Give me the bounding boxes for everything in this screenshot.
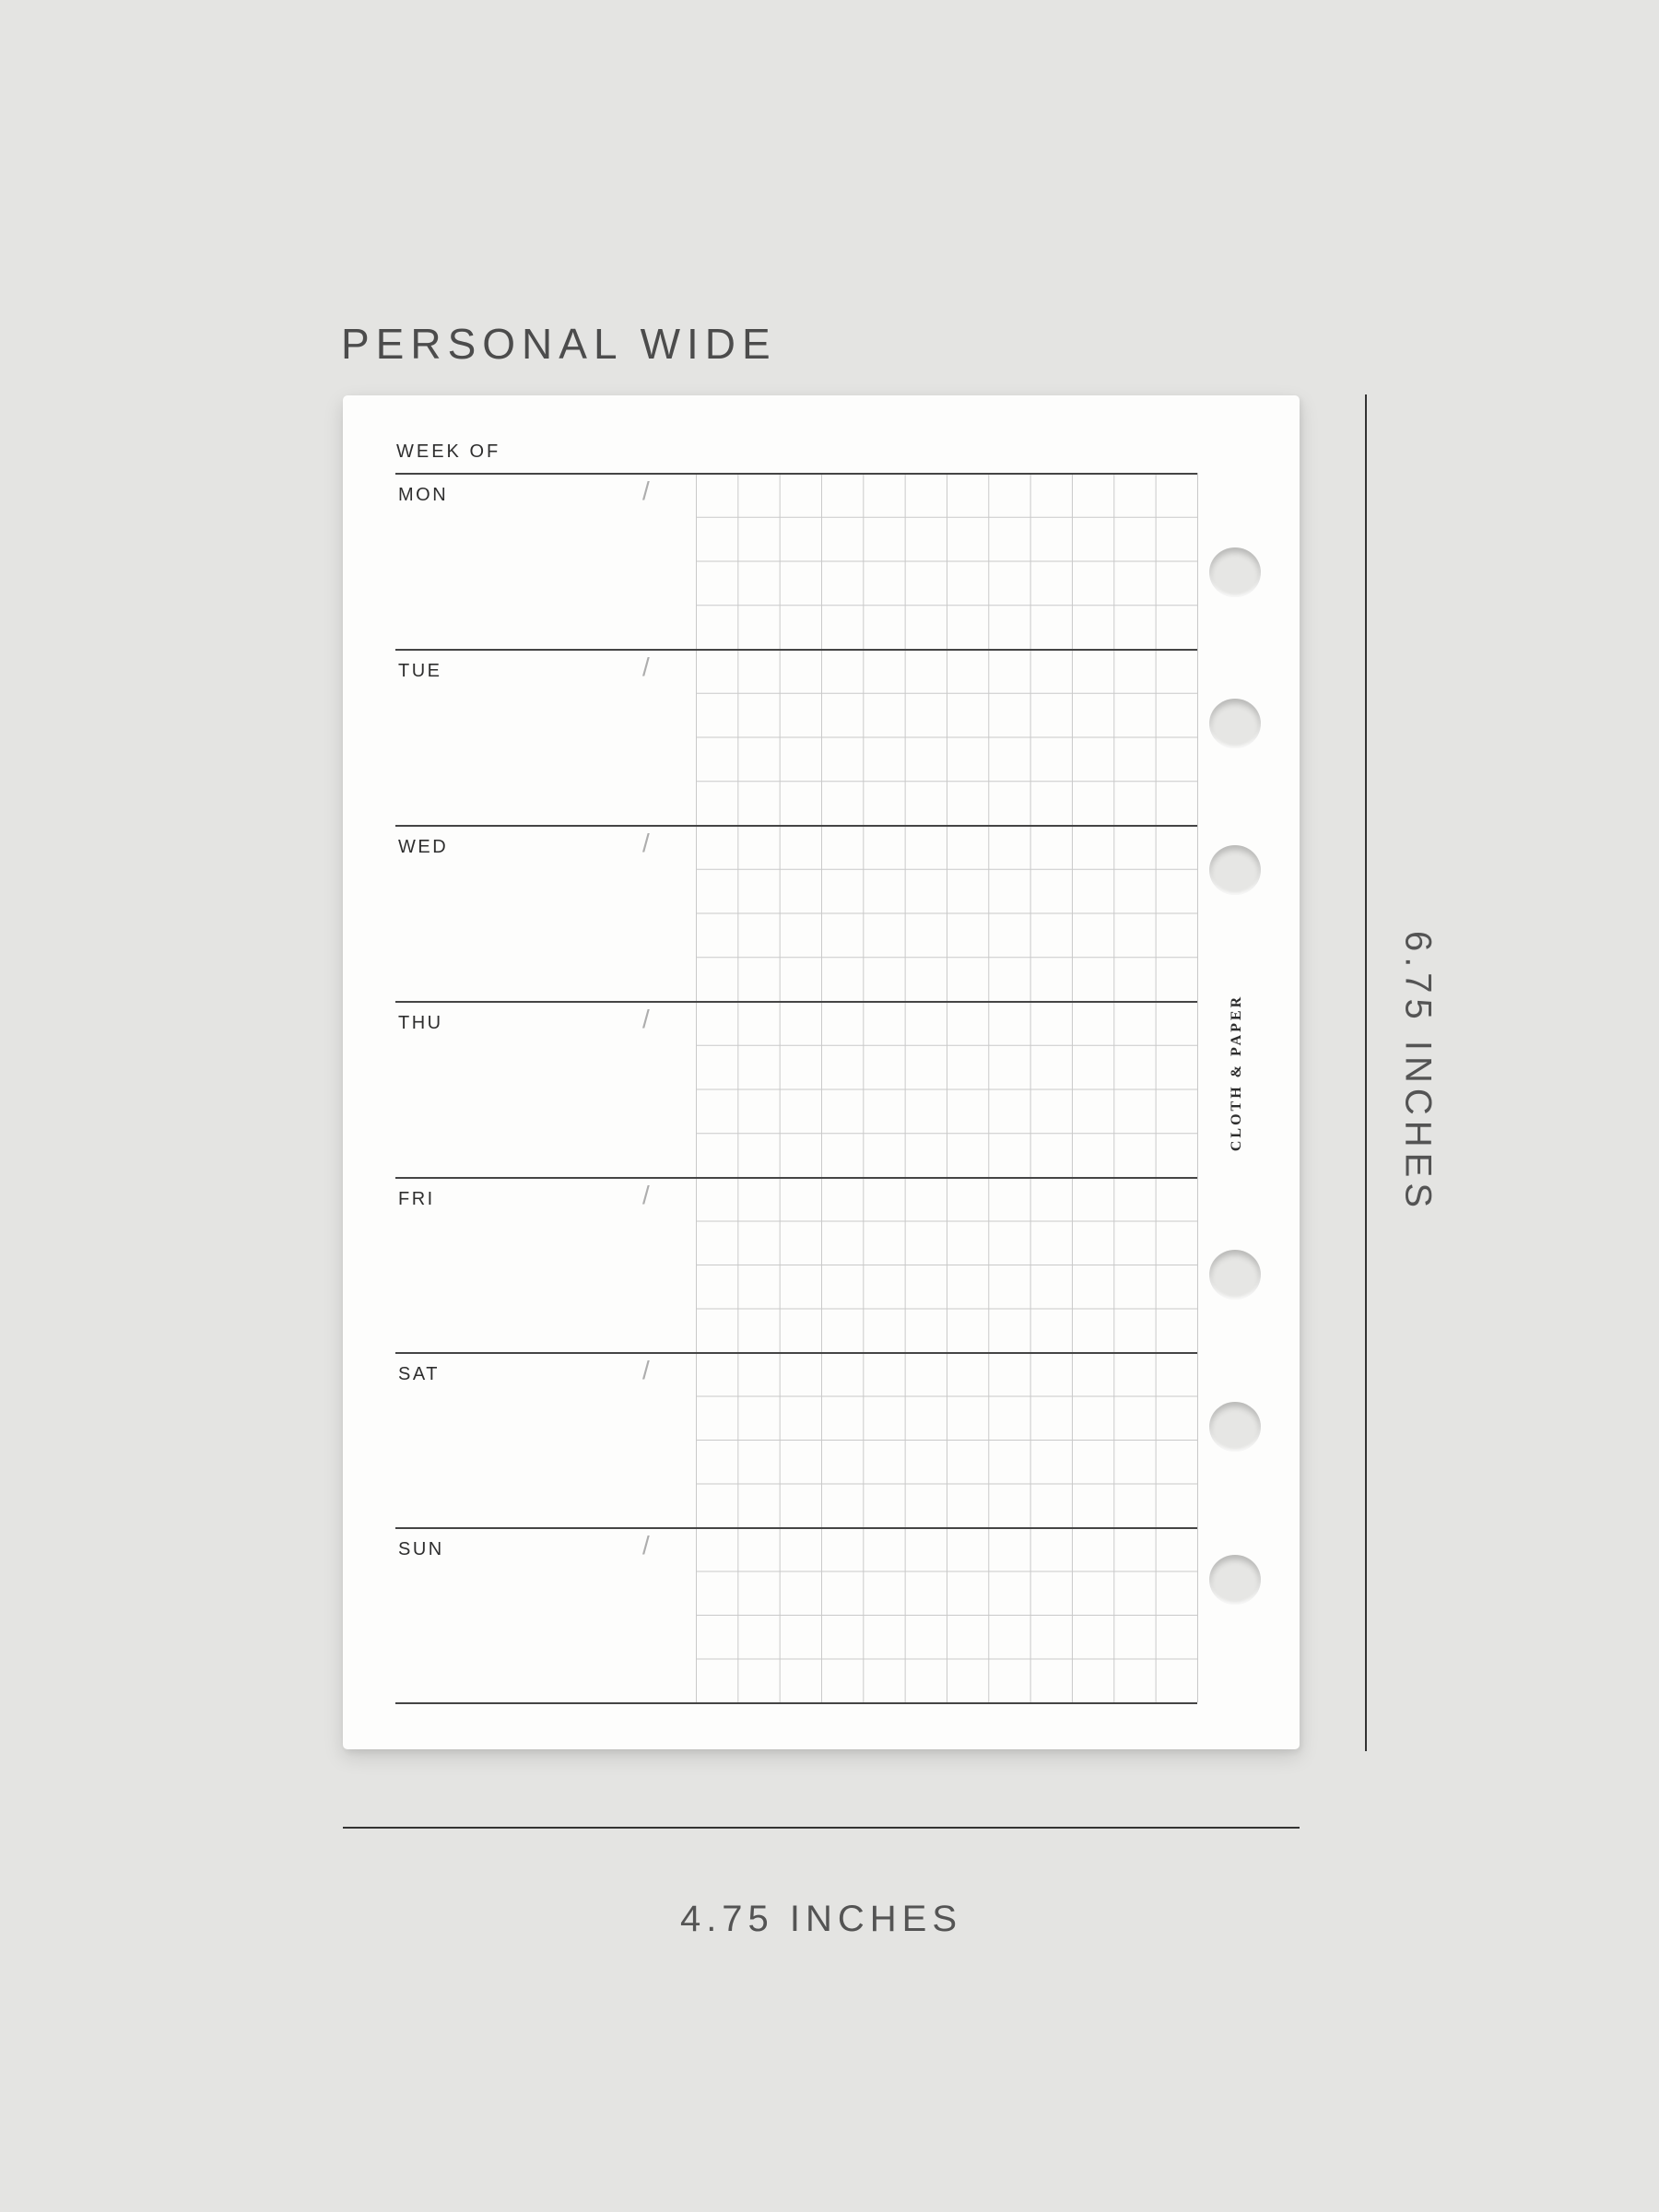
notes-grid bbox=[696, 1352, 1198, 1527]
day-label-sun: SUN bbox=[398, 1539, 444, 1559]
punch-hole bbox=[1209, 1402, 1261, 1452]
notes-grid bbox=[696, 825, 1198, 1001]
date-slash: / bbox=[642, 1005, 650, 1033]
punch-hole bbox=[1209, 1250, 1261, 1300]
day-divider bbox=[395, 825, 1197, 827]
page-title: PERSONAL WIDE bbox=[341, 320, 777, 368]
width-dimension-line bbox=[343, 1827, 1300, 1829]
date-slash: / bbox=[642, 477, 650, 505]
day-label-tue: TUE bbox=[398, 661, 442, 681]
date-slash: / bbox=[642, 1356, 650, 1384]
height-dimension-line bbox=[1365, 394, 1367, 1751]
day-block-fri: FRI / bbox=[395, 1177, 1198, 1352]
punch-hole bbox=[1209, 699, 1261, 748]
height-dimension-label: 6.75 INCHES bbox=[1397, 930, 1439, 1214]
day-divider bbox=[395, 1352, 1197, 1354]
day-block-sun: SUN / bbox=[395, 1527, 1198, 1702]
punch-hole bbox=[1209, 1555, 1261, 1605]
page-bottom-rule bbox=[395, 1702, 1197, 1704]
day-block-mon: MON / bbox=[395, 473, 1198, 649]
day-divider bbox=[395, 1177, 1197, 1179]
day-block-thu: THU / bbox=[395, 1001, 1198, 1177]
week-of-label: WEEK OF bbox=[396, 441, 501, 462]
planner-page: WEEK OF MON / TUE / WED / THU / FRI / SA… bbox=[343, 395, 1300, 1749]
notes-grid bbox=[696, 1527, 1198, 1702]
day-label-mon: MON bbox=[398, 485, 449, 505]
day-divider bbox=[395, 473, 1197, 475]
day-block-sat: SAT / bbox=[395, 1352, 1198, 1527]
day-label-thu: THU bbox=[398, 1013, 443, 1033]
day-label-wed: WED bbox=[398, 837, 449, 857]
day-label-sat: SAT bbox=[398, 1364, 440, 1384]
day-divider bbox=[395, 1527, 1197, 1529]
day-divider bbox=[395, 649, 1197, 651]
notes-grid bbox=[696, 1177, 1198, 1352]
day-divider bbox=[395, 1001, 1197, 1003]
punch-hole bbox=[1209, 547, 1261, 597]
day-block-wed: WED / bbox=[395, 825, 1198, 1001]
day-block-tue: TUE / bbox=[395, 649, 1198, 825]
punch-hole bbox=[1209, 845, 1261, 895]
brand-logotype: CLOTH & PAPER bbox=[1229, 994, 1244, 1152]
notes-grid bbox=[696, 1001, 1198, 1177]
notes-grid bbox=[696, 473, 1198, 649]
date-slash: / bbox=[642, 829, 650, 857]
day-label-fri: FRI bbox=[398, 1189, 435, 1209]
width-dimension-label: 4.75 INCHES bbox=[679, 1899, 963, 1939]
date-slash: / bbox=[642, 1531, 650, 1559]
date-slash: / bbox=[642, 653, 650, 681]
notes-grid bbox=[696, 649, 1198, 825]
date-slash: / bbox=[642, 1181, 650, 1209]
